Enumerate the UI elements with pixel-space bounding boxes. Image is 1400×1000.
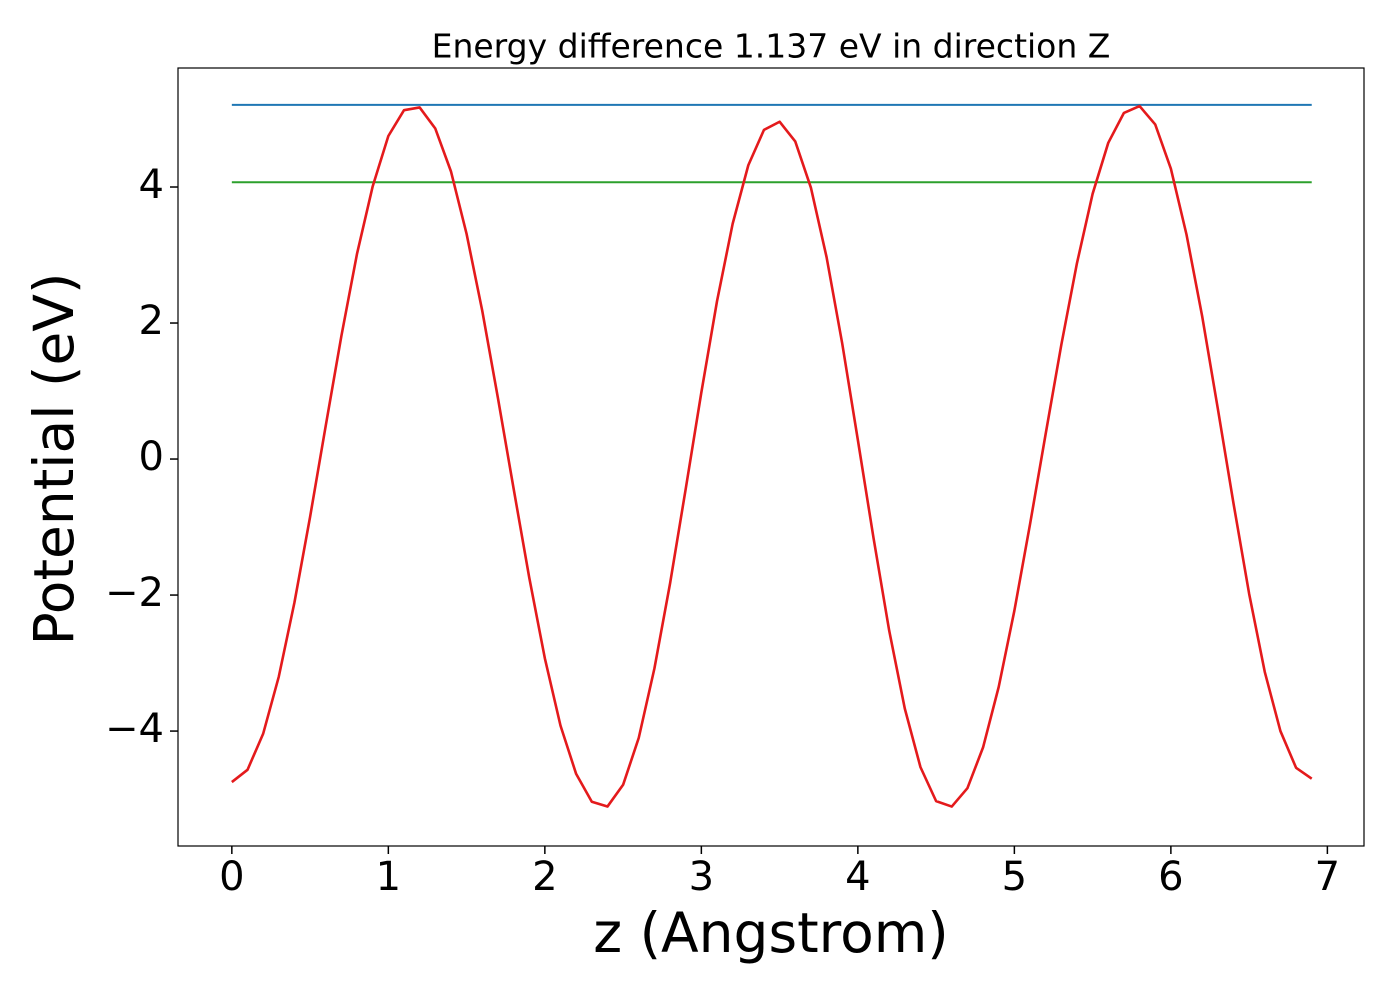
x-tick-label: 6 <box>1158 854 1183 900</box>
y-tick-label: −2 <box>105 570 164 616</box>
line-series <box>231 104 1313 808</box>
y-tick-label: 2 <box>139 298 164 344</box>
x-axis-label: z (Angstrom) <box>593 901 949 965</box>
plot-frame <box>177 67 1365 847</box>
x-tick-label: 3 <box>689 854 714 900</box>
x-tick-label: 1 <box>376 854 401 900</box>
y-tick-label: 4 <box>139 162 164 208</box>
y-axis-label: Potential (eV) <box>22 273 86 646</box>
x-tick-label: 5 <box>1002 854 1027 900</box>
y-tick-label: −4 <box>105 706 164 752</box>
x-tick-label: 0 <box>219 854 244 900</box>
chart-title: Energy difference 1.137 eV in direction … <box>432 27 1111 66</box>
y-tick-label: 0 <box>139 434 164 480</box>
x-tick-label: 2 <box>532 854 557 900</box>
x-tick-label: 4 <box>845 854 870 900</box>
x-tick-label: 7 <box>1315 854 1340 900</box>
